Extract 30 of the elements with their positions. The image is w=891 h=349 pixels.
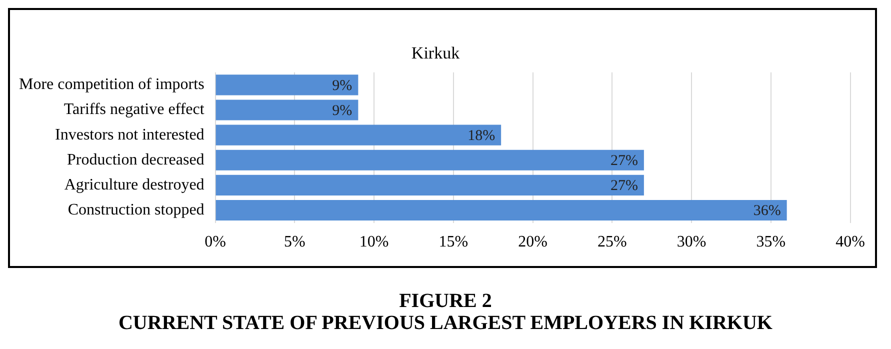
x-tick-label: 5% [284, 234, 306, 251]
bar [216, 174, 644, 196]
chart-title: Kirkuk [411, 44, 460, 63]
x-tick-label: 0% [204, 234, 226, 251]
bar [216, 100, 358, 120]
x-tick-label: 15% [438, 234, 468, 251]
data-label: 9% [332, 78, 352, 94]
y-tick-label: More competition of imports [18, 76, 204, 94]
x-tick-label: 35% [756, 234, 786, 251]
data-label: 27% [610, 178, 638, 194]
data-label: 18% [468, 128, 496, 144]
bar [216, 124, 502, 146]
y-tick-label: Agriculture destroyed [64, 176, 204, 194]
x-tick-label: 30% [676, 234, 706, 251]
bar [216, 74, 358, 96]
caption: FIGURE 2 [398, 290, 493, 312]
x-tick-label: 25% [598, 234, 627, 251]
data-label: 9% [332, 102, 352, 119]
x-tick-label: 40% [836, 234, 865, 251]
bar [216, 150, 644, 170]
y-tick-label: Tariffs negative effect [64, 101, 205, 118]
x-tick-label: 20% [518, 234, 548, 251]
bar [216, 200, 787, 221]
text: CURRENT STATE OF PREVIOUS LARGEST EMPLOYERS IN KIRKUK [117, 312, 774, 334]
data-label: 27% [610, 153, 638, 170]
y-tick-label: Construction stopped [68, 201, 204, 218]
data-label: 36% [753, 203, 781, 220]
x-tick-label: 10% [359, 234, 389, 251]
y-tick-label: Production decreased [67, 151, 204, 168]
y-tick-label: Investors not interested [55, 126, 204, 144]
